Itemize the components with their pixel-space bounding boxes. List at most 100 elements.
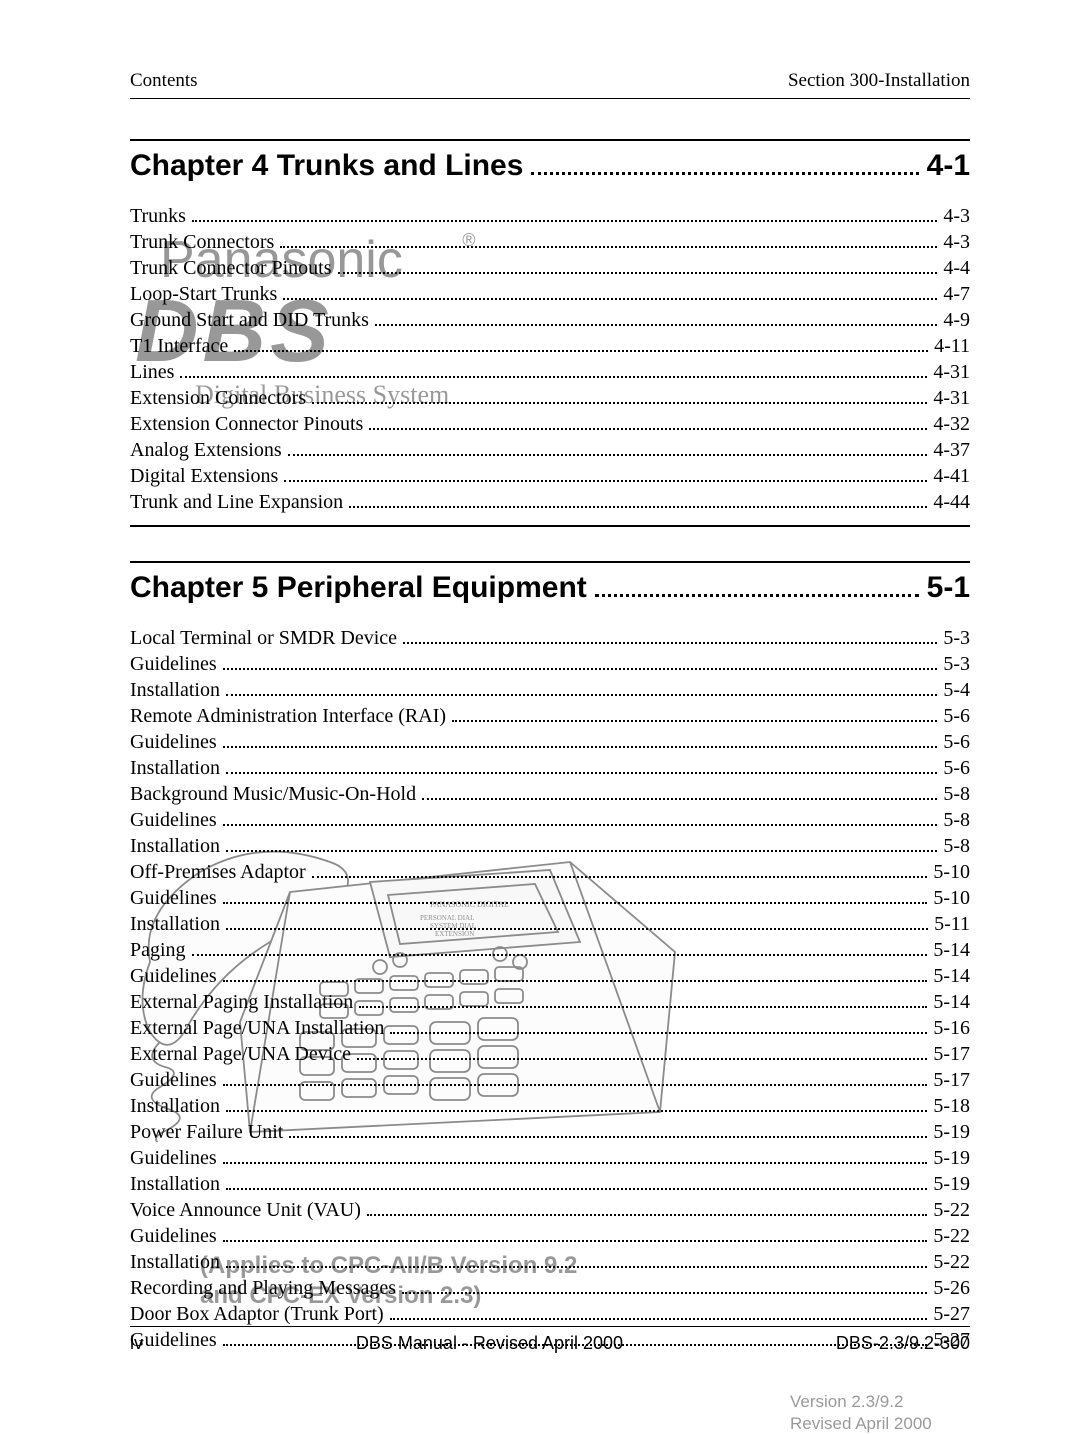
leader-dots (226, 1110, 927, 1112)
toc-page: 5-27 (933, 1327, 970, 1353)
toc-label: Loop-Start Trunks (130, 281, 277, 307)
toc-page: 4-11 (934, 333, 970, 359)
toc-line: Guidelines 5-19 (130, 1145, 970, 1171)
toc-label: Guidelines (130, 885, 217, 911)
leader-dots (223, 980, 928, 982)
toc-label: Installation (130, 1249, 220, 1275)
toc-page: 4-44 (933, 489, 970, 515)
leader-dots (375, 324, 937, 326)
leader-dots (223, 668, 938, 670)
toc-page: 5-14 (933, 963, 970, 989)
toc-label: Guidelines (130, 1145, 217, 1171)
leader-dots (226, 1266, 927, 1268)
toc-line: Guidelines5-14 (130, 963, 970, 989)
toc-page: 5-8 (943, 781, 970, 807)
leader-dots (223, 1084, 928, 1086)
toc-page: 5-26 (933, 1275, 970, 1301)
toc-page: 5-3 (943, 625, 970, 651)
toc-page: 5-17 (933, 1067, 970, 1093)
chapter-title: Chapter 4 Trunks and Lines (130, 149, 523, 183)
toc-line: Analog Extensions 4-37 (130, 437, 970, 463)
leader-dots (226, 928, 928, 930)
toc-page: 5-14 (933, 937, 970, 963)
toc-line: External Page/UNA Installation5-16 (130, 1015, 970, 1041)
toc-page: 5-22 (933, 1223, 970, 1249)
toc-page: 5-3 (943, 651, 970, 677)
toc-page: 5-17 (933, 1041, 970, 1067)
toc-label: Analog Extensions (130, 437, 282, 463)
toc-label: Recording and Playing Messages (130, 1275, 396, 1301)
toc-label: Digital Extensions (130, 463, 278, 489)
toc-label: Extension Connector Pinouts (130, 411, 363, 437)
leader-dots (180, 376, 927, 378)
toc-label: Power Failure Unit (130, 1119, 283, 1145)
toc-line: Installation5-4 (130, 677, 970, 703)
leader-dots (357, 1058, 927, 1060)
toc-line: Trunk Connectors4-3 (130, 229, 970, 255)
toc-label: External Paging Installation (130, 989, 353, 1015)
leader-dots (223, 1162, 928, 1164)
toc-line: T1 Interface4-11 (130, 333, 970, 359)
leader-dots (223, 1344, 928, 1346)
toc-label: Paging (130, 937, 186, 963)
toc-line: Installation5-18 (130, 1093, 970, 1119)
leader-dots (226, 850, 937, 852)
leader-dots (283, 298, 937, 300)
toc-page: 5-19 (933, 1145, 970, 1171)
toc-label: External Page/UNA Device (130, 1041, 351, 1067)
toc-line: Background Music/Music-On-Hold5-8 (130, 781, 970, 807)
toc-label: Guidelines (130, 1327, 217, 1353)
toc-page: 5-6 (943, 729, 970, 755)
toc-line: Recording and Playing Messages 5-26 (130, 1275, 970, 1301)
leader-dots (390, 1032, 927, 1034)
leader-dots (226, 772, 937, 774)
chapter-5-block: Chapter 5 Peripheral Equipment 5-1 Local… (130, 561, 970, 1353)
toc-label: Off-Premises Adaptor (130, 859, 306, 885)
toc-page: 5-27 (933, 1301, 970, 1327)
chapter-4-entries: Trunks4-3Trunk Connectors4-3Trunk Connec… (130, 203, 970, 515)
toc-page: 5-8 (943, 807, 970, 833)
toc-page: 4-37 (933, 437, 970, 463)
header-right: Section 300-Installation (788, 70, 970, 92)
leader-dots (367, 1214, 927, 1216)
toc-label: Door Box Adaptor (Trunk Port) (130, 1301, 384, 1327)
toc-line: Local Terminal or SMDR Device 5-3 (130, 625, 970, 651)
chapter-page: 4-1 (927, 149, 970, 183)
chapter-5-entries: Local Terminal or SMDR Device 5-3 Guidelin… (130, 625, 970, 1353)
toc-line: External Page/UNA Device 5-17 (130, 1041, 970, 1067)
chapter-4-block: Chapter 4 Trunks and Lines 4-1 Trunks4-3… (130, 139, 970, 527)
leader-dots (192, 220, 937, 222)
leader-dots (223, 824, 938, 826)
leader-dots (288, 454, 928, 456)
toc-line: Ground Start and DID Trunks4-9 (130, 307, 970, 333)
toc-label: Installation (130, 677, 220, 703)
leader-dots (595, 594, 919, 597)
toc-line: Remote Administration Interface (RAI)5-6 (130, 703, 970, 729)
toc-line: Power Failure Unit 5-19 (130, 1119, 970, 1145)
toc-label: Local Terminal or SMDR Device (130, 625, 397, 651)
toc-page: 4-3 (943, 203, 970, 229)
toc-page: 4-9 (943, 307, 970, 333)
toc-line: Digital Extensions4-41 (130, 463, 970, 489)
leader-dots (403, 642, 937, 644)
toc-line: Guidelines 5-27 (130, 1327, 970, 1353)
toc-label: Guidelines (130, 807, 217, 833)
leader-dots (312, 402, 927, 404)
toc-line: Extension Connector Pinouts4-32 (130, 411, 970, 437)
toc-page: 4-3 (943, 229, 970, 255)
chapter-title: Chapter 5 Peripheral Equipment (130, 571, 587, 605)
toc-page: 5-6 (943, 703, 970, 729)
toc-line: Voice Announce Unit (VAU)5-22 (130, 1197, 970, 1223)
leader-dots (223, 902, 928, 904)
toc-label: Installation (130, 911, 220, 937)
toc-line: Installation5-6 (130, 755, 970, 781)
toc-label: Installation (130, 755, 220, 781)
toc-line: Door Box Adaptor (Trunk Port) 5-27 (130, 1301, 970, 1327)
toc-page: 5-10 (933, 859, 970, 885)
leader-dots (226, 694, 937, 696)
toc-line: Paging 5-14 (130, 937, 970, 963)
chapter-rule (130, 561, 970, 563)
toc-line: Guidelines 5-8 (130, 807, 970, 833)
toc-page: 5-22 (933, 1249, 970, 1275)
toc-page: 5-19 (933, 1119, 970, 1145)
